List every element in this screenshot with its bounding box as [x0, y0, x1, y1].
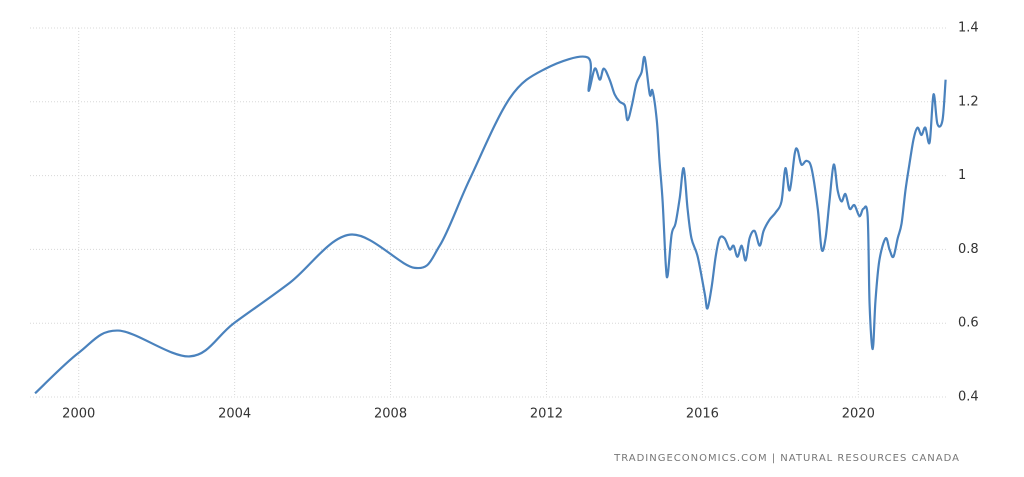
y-tick-label: 0.6 [958, 316, 979, 331]
line [34, 55, 947, 395]
x-tick-label: 2020 [842, 407, 875, 422]
x-tick-label: 2004 [218, 407, 251, 422]
y-tick-label: 1 [958, 168, 966, 183]
source: TRADINGECONOMICS.COM | NATURAL RESOURCES… [613, 453, 960, 464]
x-tick-label: 2008 [374, 407, 407, 422]
y-tick-label: 0.8 [958, 242, 979, 257]
y-tick-label: 1.2 [958, 94, 979, 109]
x-tick-label: 2000 [62, 407, 95, 422]
y-tick-label: 0.4 [958, 390, 979, 405]
y-tick-label: 1.4 [958, 21, 979, 36]
x-tick-label: 2016 [686, 407, 719, 422]
x-tick-label: 2012 [530, 407, 563, 422]
